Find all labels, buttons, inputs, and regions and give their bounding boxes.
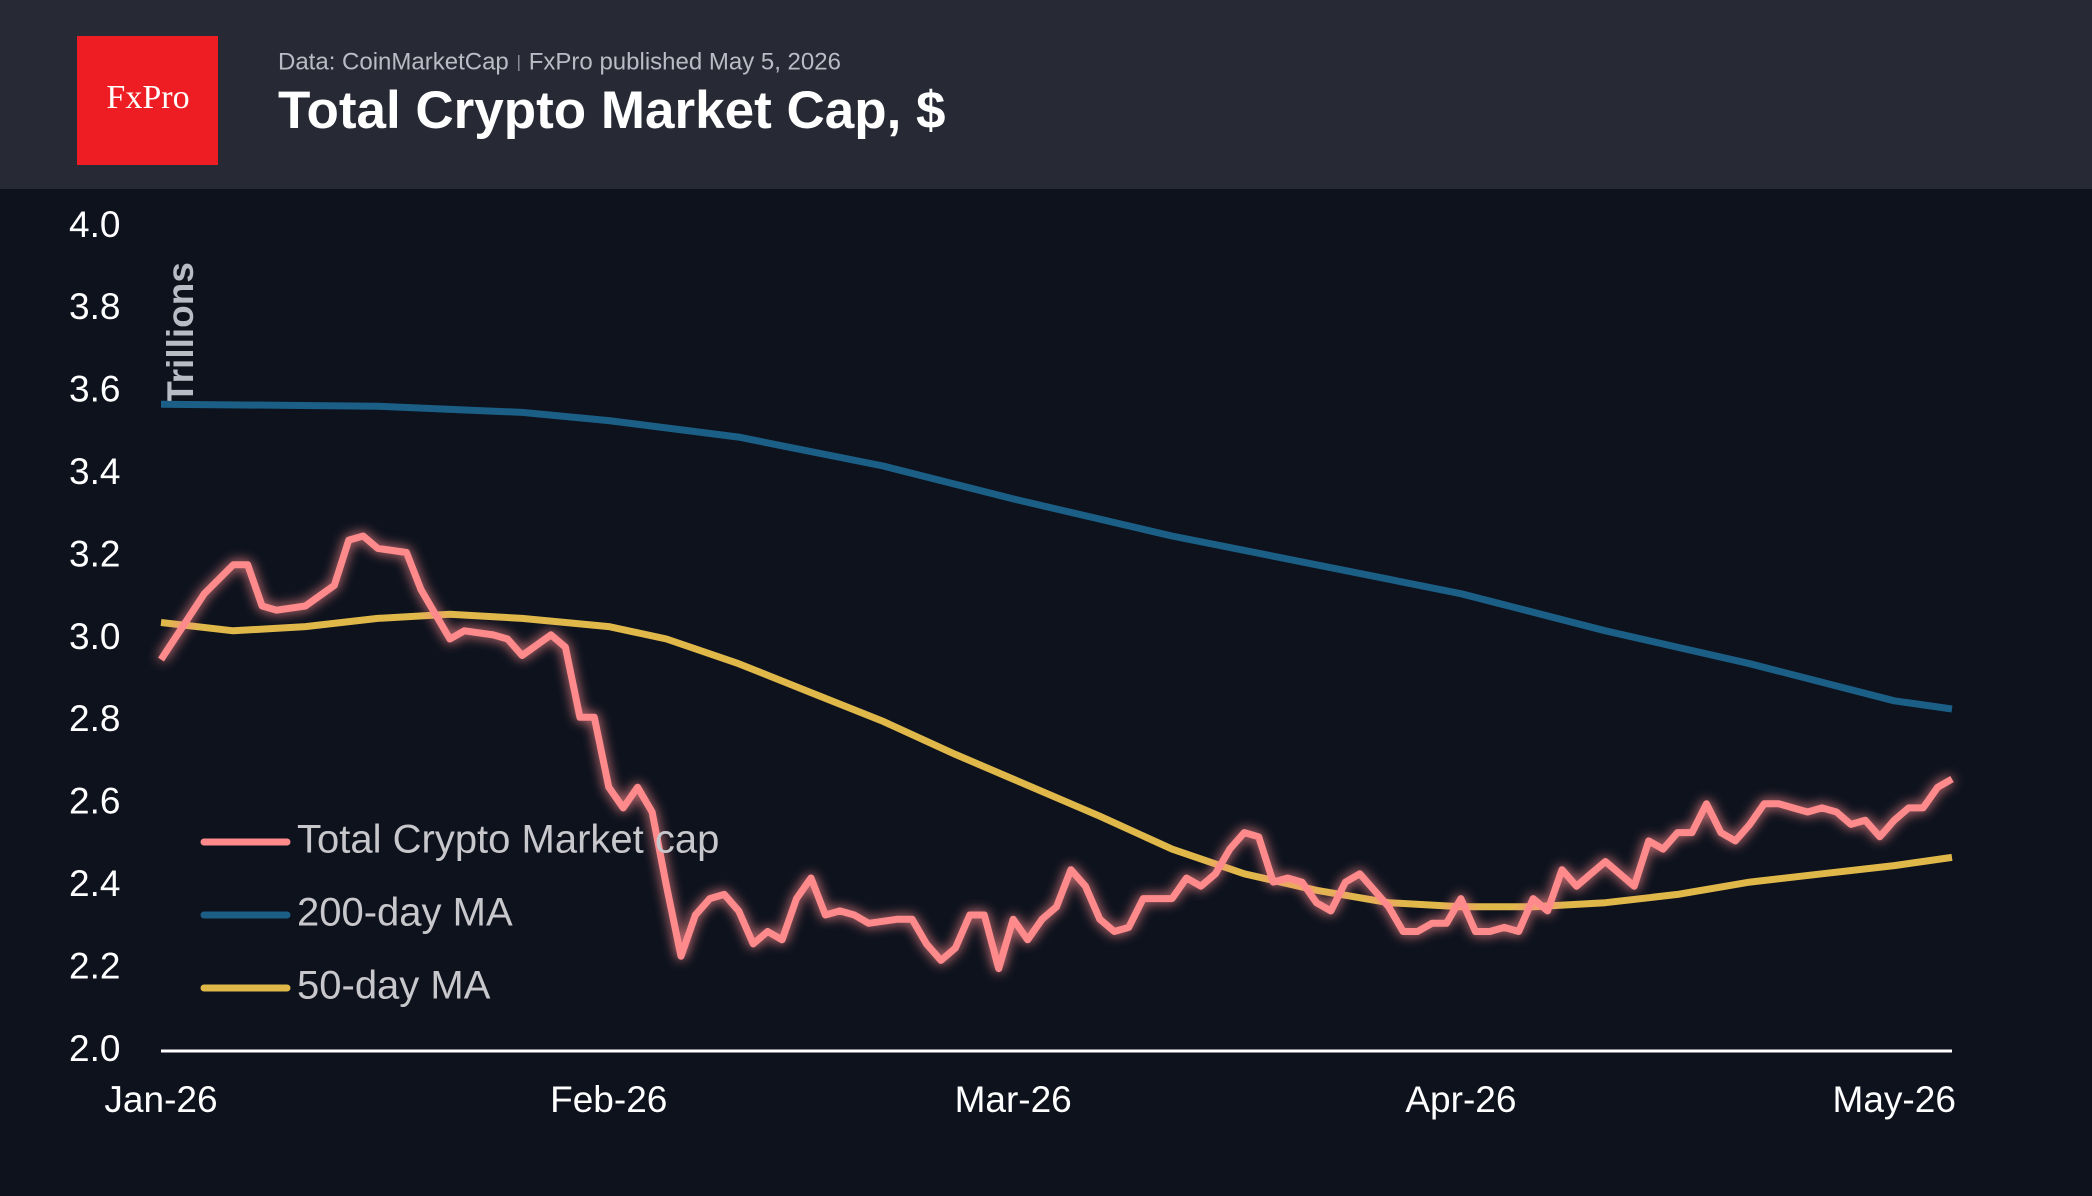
y-tick-label: 3.2 <box>69 533 120 574</box>
x-tick-label: May-26 <box>1833 1079 1956 1120</box>
x-tick-label: Jan-26 <box>104 1079 217 1120</box>
y-tick-label: 2.4 <box>69 863 120 904</box>
source: Data: CoinMarketCap <box>278 48 509 75</box>
logo-box <box>77 36 218 165</box>
y-tick-label: 2.6 <box>69 781 120 822</box>
y-tick-label: 3.0 <box>69 616 120 657</box>
x-tick-label: Mar-26 <box>955 1079 1072 1120</box>
x-tick-label: Apr-26 <box>1405 1079 1516 1120</box>
y-tick-label: 3.4 <box>69 451 120 492</box>
y-tick-label: 2.0 <box>69 1028 120 1069</box>
legend-label: 50-day MA <box>297 964 491 1008</box>
y-tick-label: 3.6 <box>69 369 120 410</box>
chart-title: Total Crypto Market Cap, $ <box>278 81 946 140</box>
y-axis-label: Trillions <box>160 262 201 404</box>
y-tick-label: 2.8 <box>69 698 120 739</box>
legend-label: 200-day MA <box>297 891 513 935</box>
x-tick-label: Feb-26 <box>550 1079 667 1120</box>
legend-label: Total Crypto Market cap <box>297 818 719 862</box>
header-bar <box>0 0 2092 189</box>
series-line <box>160 610 1953 911</box>
published: FxPro published May 5, 2026 <box>529 48 841 75</box>
y-tick-label: 4.0 <box>69 204 120 245</box>
y-tick-label: 3.8 <box>69 286 120 327</box>
series-line <box>160 400 1953 713</box>
y-tick-label: 2.2 <box>69 945 120 986</box>
logo: FxPro <box>106 79 189 116</box>
series-line <box>158 532 1954 973</box>
